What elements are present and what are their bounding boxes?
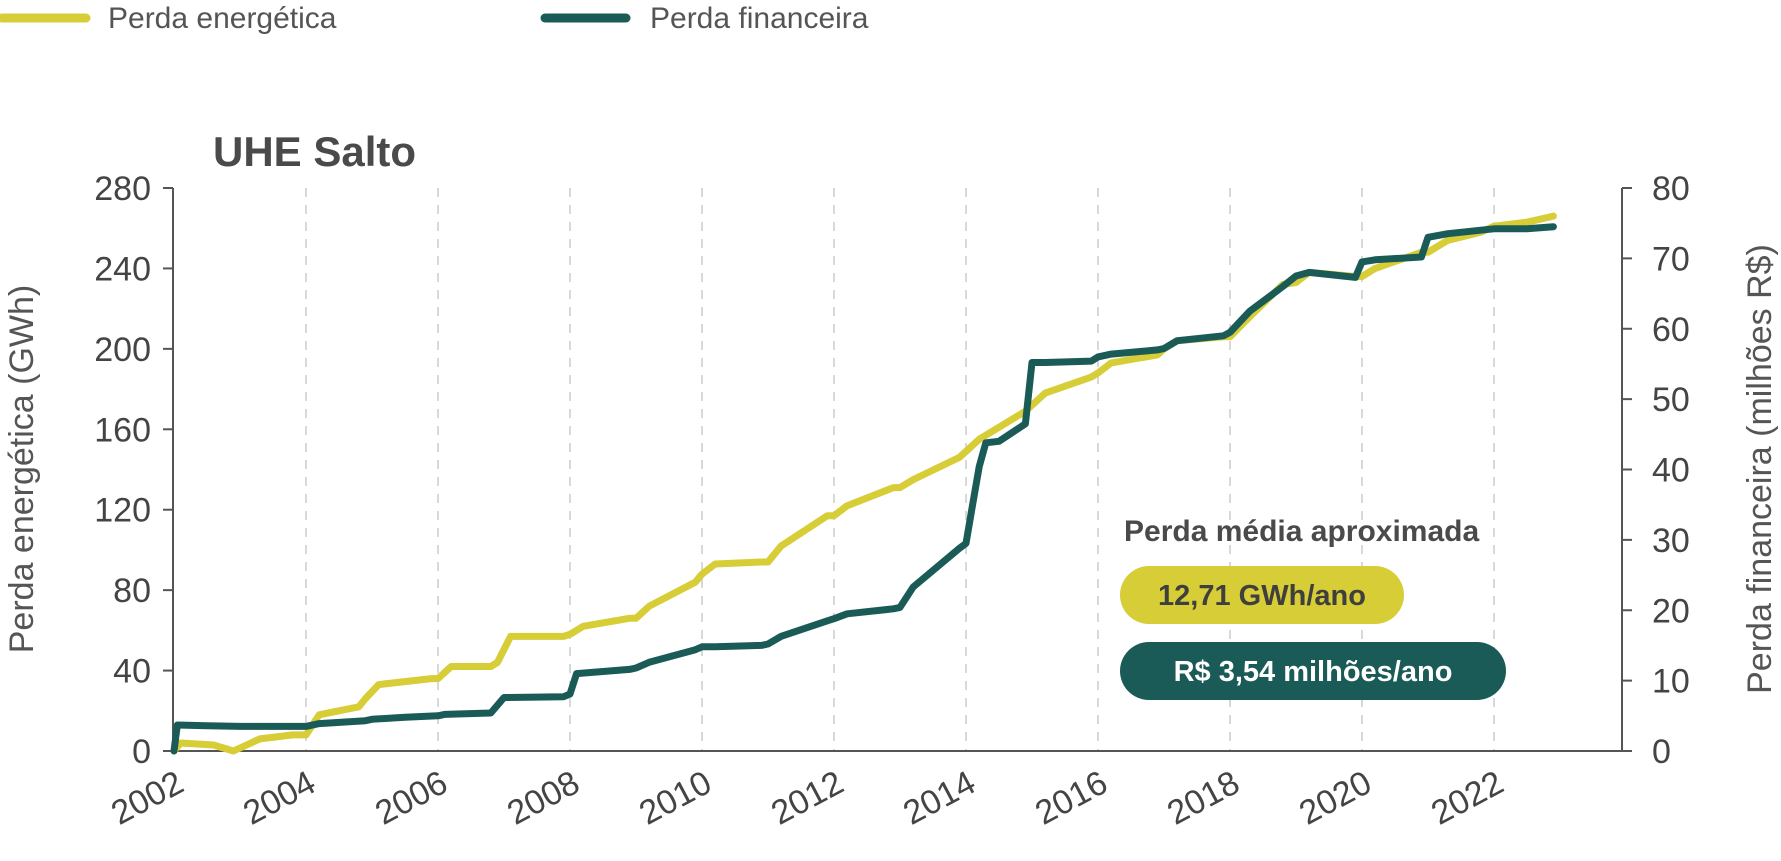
y-axis-title-right: Perda financeira (milhões R$) xyxy=(1741,244,1779,694)
x-tick-label-2012: 2012 xyxy=(765,764,850,833)
y-tick-label-left-80: 80 xyxy=(113,572,151,610)
legend-label-financeira: Perda financeira xyxy=(650,2,869,35)
y-tick-label-left-120: 120 xyxy=(94,492,151,530)
x-tick-label-2002: 2002 xyxy=(105,764,190,833)
x-tick-label-2006: 2006 xyxy=(369,764,454,833)
y-tick-label-left-280: 280 xyxy=(94,170,151,208)
chart-title: UHE Salto xyxy=(213,128,416,175)
x-tick-label-2004: 2004 xyxy=(237,764,322,833)
y-tick-label-left-240: 240 xyxy=(94,250,151,288)
legend: Perda energética Perda financeira xyxy=(0,2,869,35)
x-tick-label-2008: 2008 xyxy=(501,764,586,833)
y-tick-label-left-200: 200 xyxy=(94,331,151,369)
y-tick-label-right-0: 0 xyxy=(1652,733,1671,771)
y-tick-label-right-10: 10 xyxy=(1652,663,1690,701)
x-tick-label-2018: 2018 xyxy=(1161,764,1246,833)
y-tick-label-right-30: 30 xyxy=(1652,522,1690,560)
x-tick-label-2016: 2016 xyxy=(1029,764,1114,833)
x-tick-label-2014: 2014 xyxy=(897,764,982,833)
y-tick-label-left-160: 160 xyxy=(94,411,151,449)
legend-label-energetica: Perda energética xyxy=(108,2,337,35)
y-tick-label-left-40: 40 xyxy=(113,653,151,691)
y-tick-label-right-60: 60 xyxy=(1652,311,1690,349)
series-line-perda-financeira xyxy=(170,223,1557,755)
y-tick-label-right-80: 80 xyxy=(1652,170,1690,208)
energy-badge xyxy=(1120,566,1404,624)
x-tick-label-2022: 2022 xyxy=(1425,764,1510,833)
y-tick-label-right-50: 50 xyxy=(1652,381,1690,419)
finance-badge-label: R$ 3,54 milhões/ano xyxy=(1174,656,1453,688)
y-axis-title-left: Perda energética (GWh) xyxy=(3,285,41,654)
y-tick-label-right-40: 40 xyxy=(1652,452,1690,490)
series-layer xyxy=(170,212,1557,755)
y-tick-label-right-20: 20 xyxy=(1652,592,1690,630)
annotation: Perda média aproximada 12,71 GWh/ano R$ … xyxy=(1120,515,1506,700)
x-tick-label-2010: 2010 xyxy=(633,764,718,833)
energy-badge-label: 12,71 GWh/ano xyxy=(1158,580,1366,612)
finance-badge xyxy=(1120,642,1506,700)
y-tick-label-left-0: 0 xyxy=(132,733,151,771)
ticks: 2002 2004 2006 2008 2010 2012 2014 2016 2018 2020… xyxy=(94,170,1690,833)
grid xyxy=(305,188,1495,751)
x-tick-label-2020: 2020 xyxy=(1293,764,1378,833)
y-tick-label-right-70: 70 xyxy=(1652,240,1690,278)
annotation-title: Perda média aproximada xyxy=(1124,515,1479,548)
